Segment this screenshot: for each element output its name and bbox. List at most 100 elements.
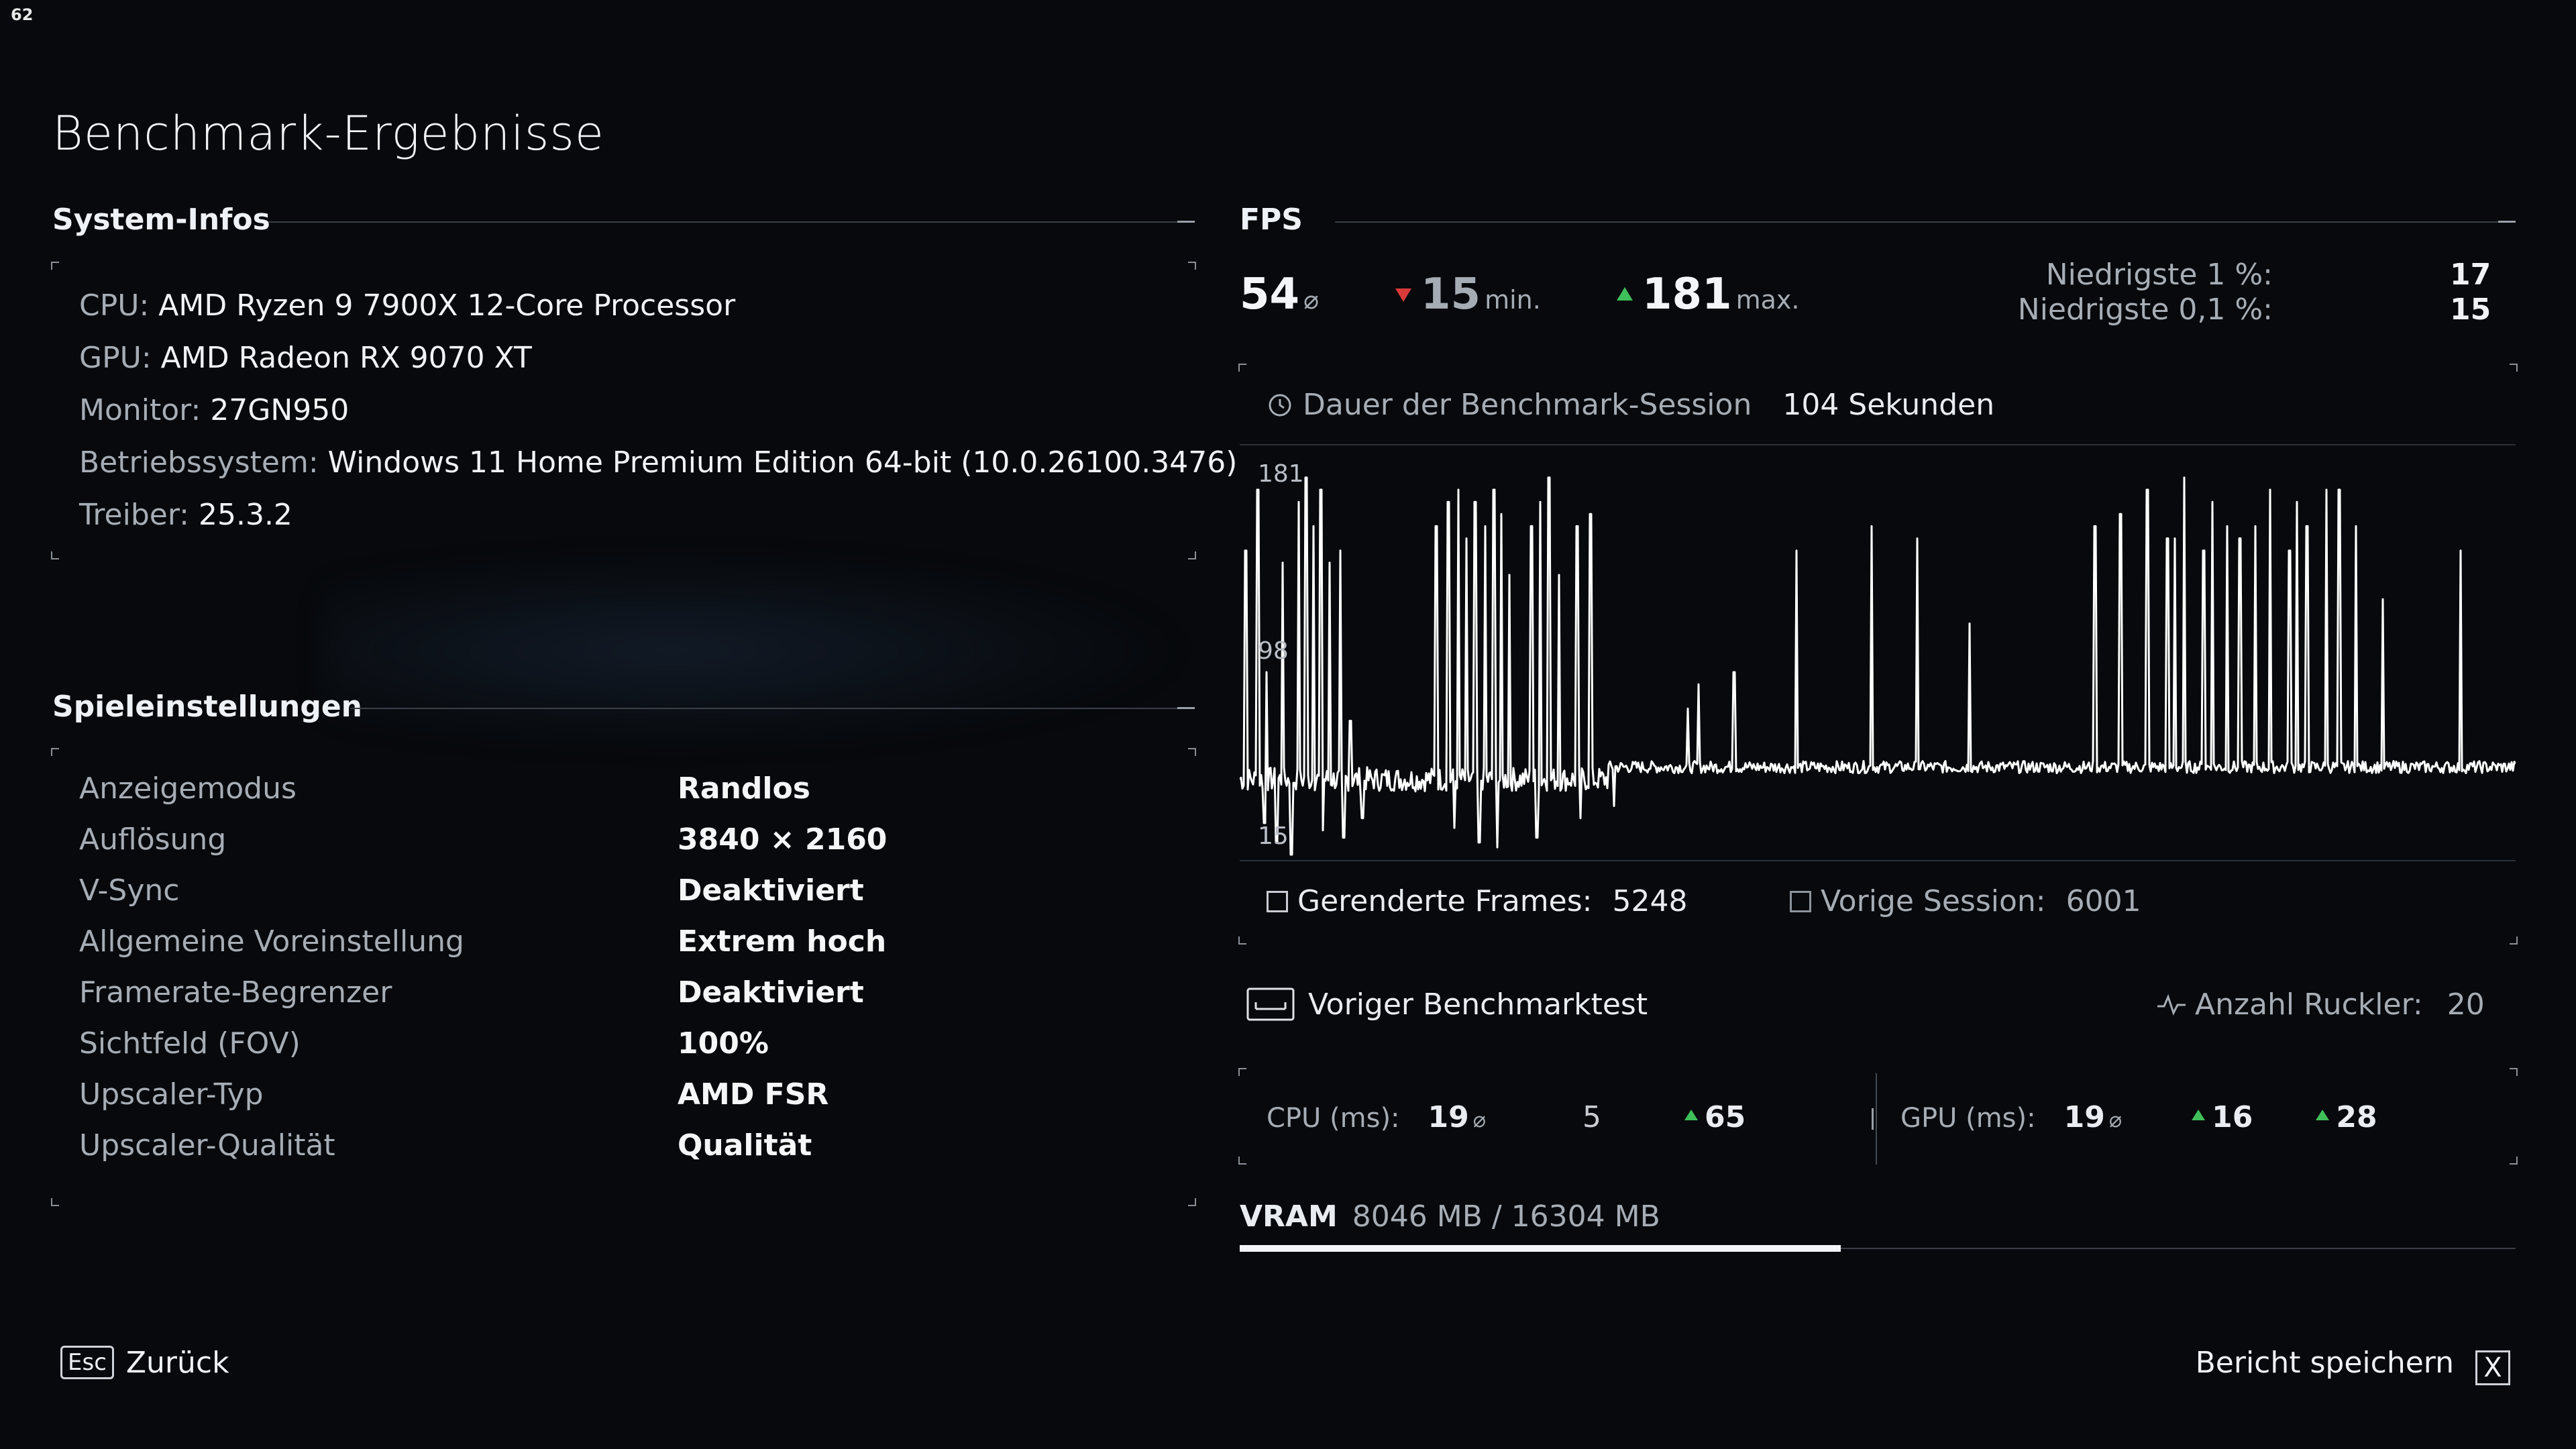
- vram-bar-track: [1240, 1248, 2516, 1249]
- game-settings-divider: [350, 708, 1182, 709]
- cpu-value-2: 5: [1582, 1100, 1602, 1134]
- system-info-item: Monitor: 27GN950: [79, 393, 349, 427]
- gpu-value-3: 28: [2316, 1100, 2377, 1134]
- setting-value: Qualität: [678, 1128, 812, 1163]
- setting-value: Extrem hoch: [678, 924, 887, 959]
- setting-value: Randlos: [678, 771, 810, 806]
- vram-label: VRAM: [1240, 1199, 1338, 1234]
- fps-average-value: 54: [1240, 270, 1300, 319]
- cpu-label: CPU (ms):: [1267, 1103, 1400, 1134]
- fps-minimum: 15 min.: [1395, 270, 1541, 319]
- fps-min-value: 15: [1421, 270, 1481, 319]
- fps-series-line: [1238, 476, 2517, 856]
- save-report-label: Bericht speichern: [2195, 1346, 2454, 1380]
- fps-max-unit: max.: [1735, 285, 1800, 315]
- setting-value: 3840 × 2160: [678, 822, 888, 857]
- gpu-label: GPU (ms):: [1900, 1103, 2036, 1134]
- previous-session-value: 6001: [2065, 884, 2141, 918]
- fps-max-value: 181: [1642, 270, 1732, 319]
- y-tick-max: 181: [1258, 460, 1304, 488]
- separator-tick: [1872, 1108, 1874, 1130]
- gpu-frametime: GPU (ms): 19 ⌀ 16 28: [1872, 1100, 2377, 1134]
- triangle-up-icon: [1684, 1110, 1699, 1120]
- fps-divider: [1335, 221, 2502, 223]
- system-info-label: GPU:: [79, 341, 152, 375]
- low-1-percent-label: Niedrigste 1 %:: [2045, 258, 2273, 292]
- previous-session-label: Vorige Session:: [1821, 884, 2046, 918]
- setting-label: Framerate-Begrenzer: [79, 975, 392, 1010]
- setting-label: V-Sync: [79, 873, 180, 908]
- previous-session: Vorige Session: 6001: [1790, 884, 2141, 918]
- duration-label: Dauer der Benchmark-Session: [1303, 388, 1752, 422]
- system-info-divider: [268, 221, 1181, 223]
- stutter-value: 20: [2447, 987, 2485, 1022]
- triangle-up-icon: [1617, 287, 1633, 301]
- frame-corner: [1188, 551, 1196, 559]
- frametime-divider: [1876, 1073, 1877, 1165]
- fps-min-unit: min.: [1485, 285, 1541, 315]
- checkbox-icon: [1790, 891, 1811, 912]
- chart-top-line: [1240, 444, 2516, 445]
- setting-value: 100%: [678, 1026, 769, 1061]
- back-button[interactable]: Esc Zurück: [60, 1346, 229, 1380]
- triangle-up-icon: [2316, 1110, 2330, 1120]
- average-symbol: ⌀: [1303, 285, 1319, 315]
- stutter-label: Anzahl Ruckler:: [2195, 987, 2423, 1022]
- rendered-frames-label: Gerenderte Frames:: [1297, 884, 1593, 918]
- cpu-value-3: 65: [1684, 1100, 1746, 1134]
- cpu-avg-value: 19: [1428, 1100, 1469, 1134]
- frame-corner: [2510, 1157, 2518, 1165]
- frame-corner: [1188, 1198, 1196, 1206]
- vram-value: 8046 MB / 16304 MB: [1352, 1199, 1660, 1234]
- frame-corner: [1238, 1068, 1246, 1076]
- x-key-icon: X: [2475, 1350, 2510, 1385]
- gpu-value-2: 16: [2192, 1100, 2253, 1134]
- low-01-percent-value: 15: [2450, 292, 2491, 327]
- setting-label: Sichtfeld (FOV): [79, 1026, 301, 1061]
- setting-value: AMD FSR: [678, 1077, 829, 1112]
- back-label: Zurück: [125, 1346, 229, 1380]
- system-info-value: 27GN950: [210, 393, 350, 427]
- low-1-percent-value: 17: [2450, 258, 2491, 292]
- clock-icon: [1269, 394, 1291, 417]
- fps-line-chart: [1238, 476, 2517, 856]
- setting-label: Upscaler-Qualität: [79, 1128, 335, 1163]
- average-symbol: ⌀: [2108, 1107, 2123, 1132]
- system-info-label: CPU:: [79, 288, 150, 323]
- gpu-value-3-text: 28: [2336, 1100, 2377, 1134]
- divider-end-mark: [2498, 221, 2516, 223]
- system-info-item: Treiber: 25.3.2: [79, 498, 292, 532]
- system-info-heading: System-Infos: [52, 203, 270, 237]
- system-info-label: Betriebssystem:: [79, 445, 319, 480]
- frame-corner: [1238, 364, 1246, 372]
- frame-corner: [1238, 936, 1246, 945]
- cpu-value-3-text: 65: [1705, 1100, 1746, 1134]
- frame-corner: [51, 1198, 59, 1206]
- stutter-count: Anzahl Ruckler: 20: [2156, 987, 2485, 1022]
- previous-benchmark-label: Voriger Benchmarktest: [1308, 987, 1648, 1022]
- system-info-value: Windows 11 Home Premium Edition 64-bit (…: [327, 445, 1238, 480]
- previous-benchmark-toggle[interactable]: Voriger Benchmarktest: [1246, 987, 1648, 1022]
- fps-average: 54 ⌀: [1240, 270, 1319, 319]
- setting-value: Deaktiviert: [678, 975, 864, 1010]
- fps-heading: FPS: [1240, 203, 1303, 237]
- system-info-item: GPU: AMD Radeon RX 9070 XT: [79, 341, 532, 375]
- system-info-item: CPU: AMD Ryzen 9 7900X 12-Core Processor: [79, 288, 735, 323]
- setting-value: Deaktiviert: [678, 873, 864, 908]
- system-info-label: Treiber:: [79, 498, 189, 532]
- frame-corner: [1188, 262, 1196, 270]
- frame-corner: [2510, 1068, 2518, 1076]
- fps-overlay-counter: 62: [11, 5, 34, 24]
- pulse-icon: [2157, 994, 2186, 1016]
- setting-label: Auflösung: [79, 822, 227, 857]
- system-info-label: Monitor:: [79, 393, 201, 427]
- save-report-button[interactable]: Bericht speichern X: [2196, 1346, 2510, 1385]
- frame-corner: [1188, 748, 1196, 756]
- frame-corner: [2510, 364, 2518, 372]
- y-tick-mid: 98: [1258, 637, 1289, 665]
- y-tick-min: 15: [1258, 822, 1289, 850]
- triangle-down-icon: [1395, 288, 1411, 302]
- fps-maximum: 181 max.: [1617, 270, 1799, 319]
- frame-corner: [1238, 1157, 1246, 1165]
- system-info-value: AMD Radeon RX 9070 XT: [160, 341, 532, 375]
